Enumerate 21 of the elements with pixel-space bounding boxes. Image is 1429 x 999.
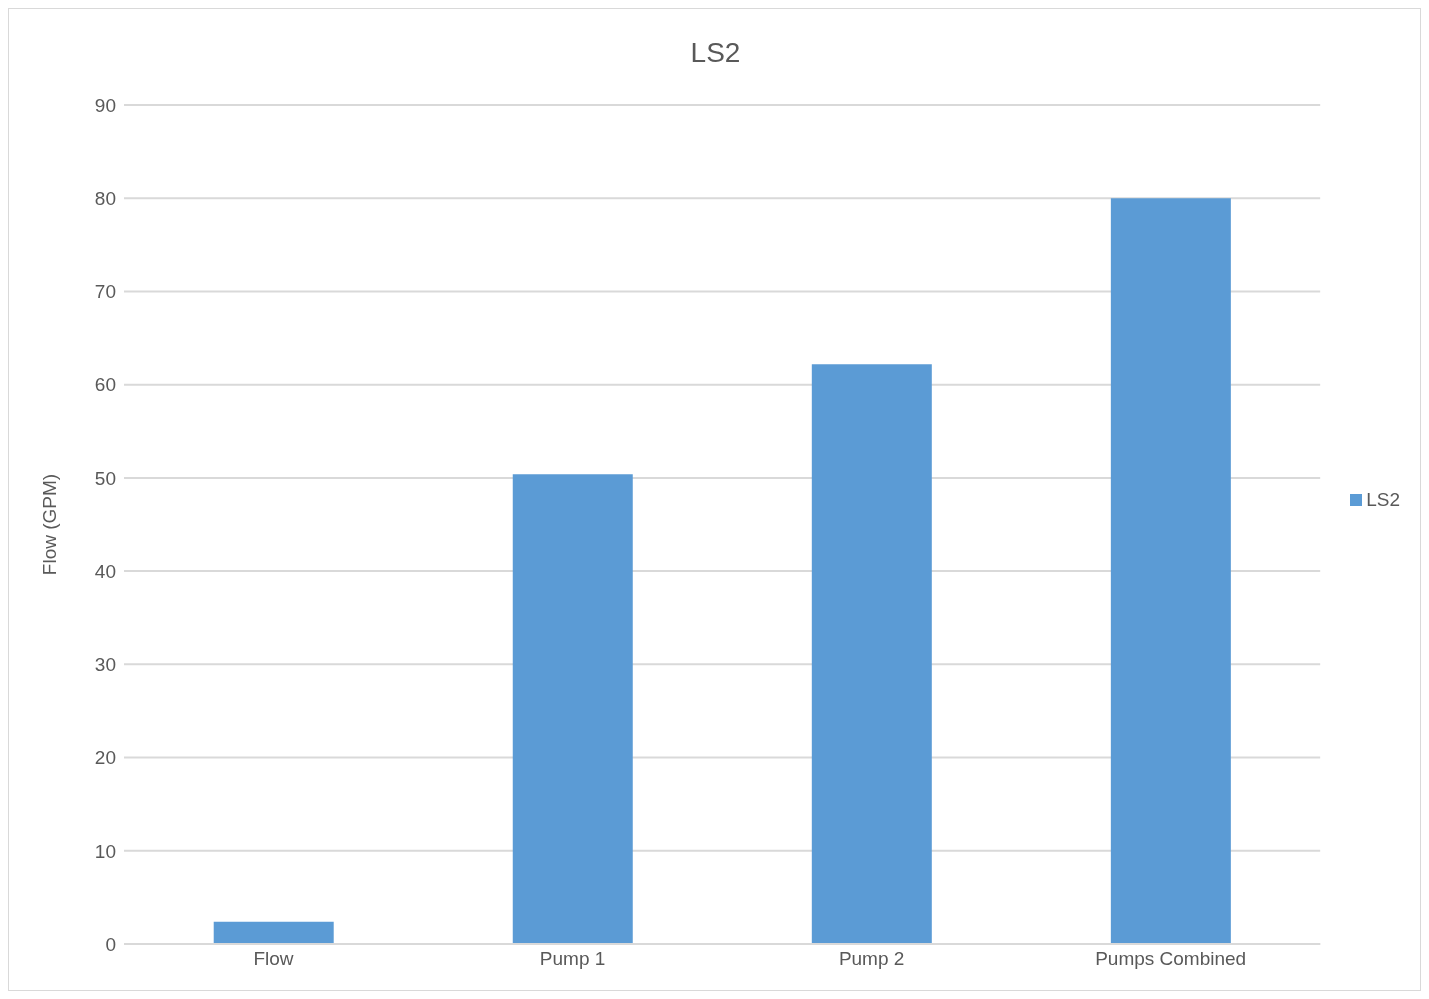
y-tick-label: 50: [94, 467, 116, 489]
chart-title: LS2: [689, 37, 742, 69]
legend-label: LS2: [1366, 488, 1400, 510]
y-tick-label: 0: [105, 933, 116, 955]
x-tick-label: Pump 1: [539, 948, 606, 970]
bar: [811, 364, 932, 944]
y-tick-label: 20: [94, 747, 116, 769]
y-tick-label: 10: [94, 840, 116, 862]
bar: [213, 921, 334, 944]
bar: [1110, 198, 1231, 944]
y-tick-label: 70: [94, 281, 116, 303]
bar: [512, 474, 633, 944]
y-tick-label: 30: [94, 654, 116, 676]
y-tick-label: 40: [94, 560, 116, 582]
x-tick-label: Pump 2: [838, 948, 905, 970]
y-tick-label: 60: [94, 374, 116, 396]
x-tick-label: Flow: [253, 948, 294, 970]
x-tick-label: Pumps Combined: [1095, 948, 1247, 970]
y-tick-label: 90: [94, 94, 116, 116]
y-tick-label: 80: [94, 187, 116, 209]
y-axis-title: Flow (GPM): [38, 473, 60, 576]
